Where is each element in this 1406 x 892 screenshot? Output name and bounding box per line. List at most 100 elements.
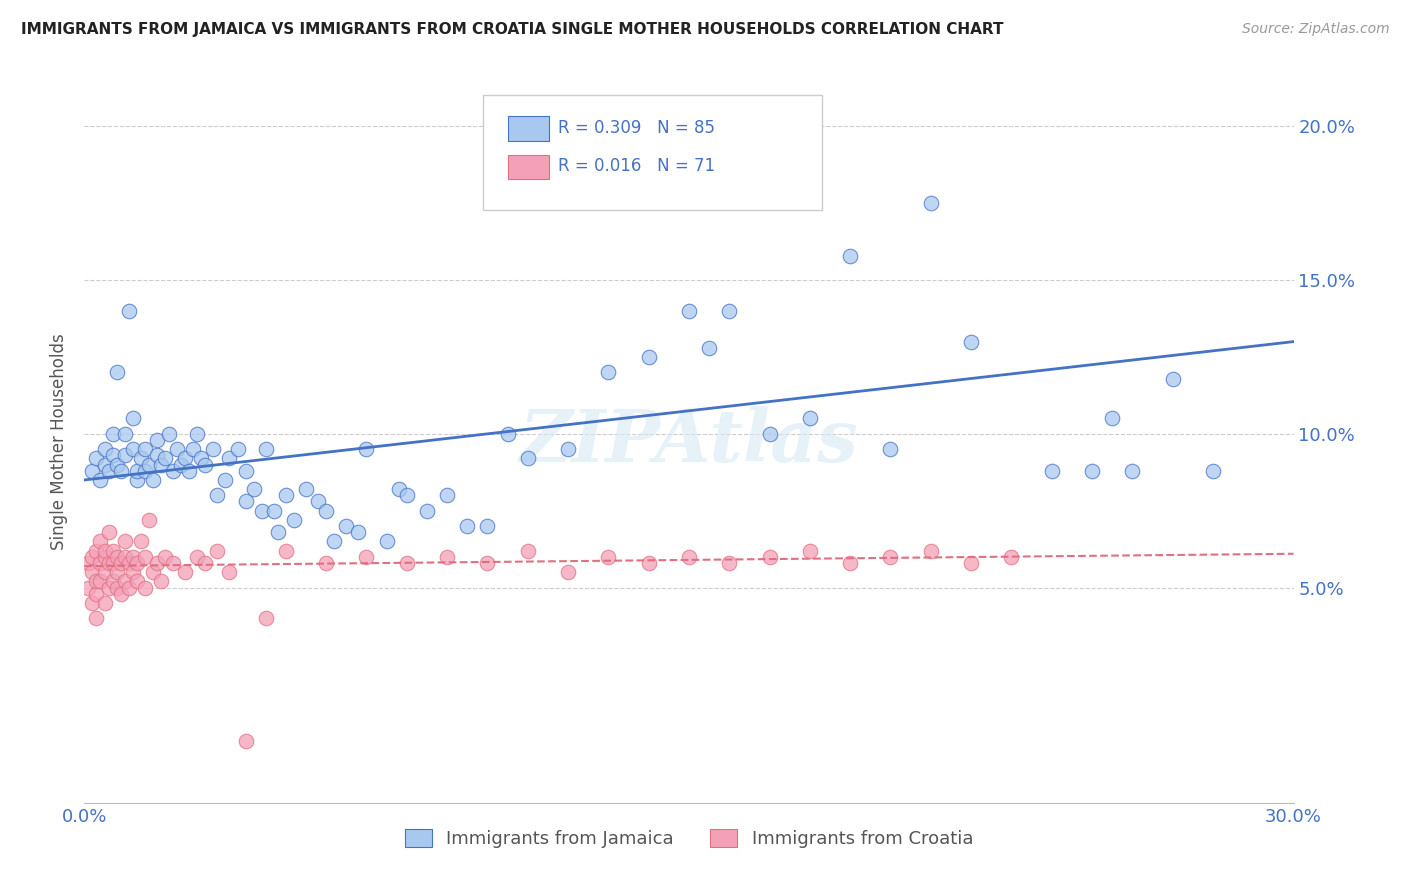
Point [174, 451, 197, 466]
Point [190, 451, 212, 466]
Point [134, 581, 156, 595]
Point [89, 556, 111, 570]
Text: R = 0.016   N = 71: R = 0.016 N = 71 [558, 157, 716, 175]
Point [134, 464, 156, 478]
Point [110, 556, 132, 570]
Point [598, 549, 620, 564]
Point [274, 543, 297, 558]
Point [375, 534, 398, 549]
Point [235, 494, 257, 508]
Point [218, 565, 240, 579]
Point [89, 473, 111, 487]
Point [89, 574, 111, 589]
Point [142, 473, 165, 487]
Point [356, 442, 378, 457]
Point [125, 464, 148, 478]
Point [162, 464, 184, 478]
Point [86, 574, 108, 589]
Point [77, 581, 100, 595]
Point [121, 549, 143, 564]
Point [799, 543, 821, 558]
Point [202, 442, 225, 457]
Point [101, 449, 124, 463]
Point [263, 504, 285, 518]
Point [93, 458, 115, 472]
Text: IMMIGRANTS FROM JAMAICA VS IMMIGRANTS FROM CROATIA SINGLE MOTHER HOUSEHOLDS CORR: IMMIGRANTS FROM JAMAICA VS IMMIGRANTS FR… [21, 22, 1004, 37]
Point [125, 473, 148, 487]
Point [101, 556, 124, 570]
Point [477, 556, 499, 570]
Point [920, 196, 942, 211]
Point [516, 451, 538, 466]
Point [181, 442, 204, 457]
Point [86, 543, 108, 558]
Point [86, 451, 108, 466]
Point [1202, 464, 1225, 478]
Point [879, 442, 901, 457]
FancyBboxPatch shape [484, 95, 823, 211]
Point [93, 442, 115, 457]
Point [557, 442, 579, 457]
Point [758, 426, 780, 441]
Point [82, 596, 104, 610]
Point [557, 565, 579, 579]
Point [395, 488, 418, 502]
Point [86, 611, 108, 625]
Point [323, 534, 346, 549]
Point [242, 482, 264, 496]
Point [395, 556, 418, 570]
Point [146, 449, 169, 463]
Point [82, 549, 104, 564]
Point [598, 365, 620, 379]
Point [718, 556, 741, 570]
Point [799, 411, 821, 425]
Point [879, 549, 901, 564]
Point [134, 442, 156, 457]
Point [121, 565, 143, 579]
Point [436, 488, 458, 502]
Text: R = 0.309   N = 85: R = 0.309 N = 85 [558, 119, 716, 137]
Point [170, 458, 193, 472]
Point [1161, 371, 1184, 385]
Point [718, 304, 741, 318]
Point [496, 426, 519, 441]
Point [1000, 549, 1022, 564]
Point [477, 519, 499, 533]
Point [157, 426, 180, 441]
Point [114, 549, 136, 564]
Point [125, 574, 148, 589]
Point [97, 464, 120, 478]
Point [121, 411, 143, 425]
Point [97, 581, 120, 595]
Point [105, 565, 128, 579]
Point [207, 488, 229, 502]
Text: ZIPAtlas: ZIPAtlas [520, 406, 858, 477]
Point [335, 519, 357, 533]
Point [101, 574, 124, 589]
Point [516, 543, 538, 558]
Point [114, 534, 136, 549]
Point [105, 549, 128, 564]
Point [388, 482, 411, 496]
Point [235, 464, 257, 478]
Point [162, 556, 184, 570]
Point [218, 451, 240, 466]
Point [118, 581, 141, 595]
Point [138, 458, 160, 472]
Point [678, 549, 700, 564]
FancyBboxPatch shape [508, 154, 548, 179]
Point [142, 565, 165, 579]
Point [194, 458, 217, 472]
Point [315, 504, 337, 518]
Point [138, 513, 160, 527]
Point [758, 549, 780, 564]
Point [194, 556, 217, 570]
Point [129, 451, 152, 466]
Point [1101, 411, 1123, 425]
Point [93, 549, 115, 564]
Point [295, 482, 318, 496]
Point [1121, 464, 1143, 478]
Point [153, 451, 176, 466]
Point [93, 543, 115, 558]
Point [97, 525, 120, 540]
